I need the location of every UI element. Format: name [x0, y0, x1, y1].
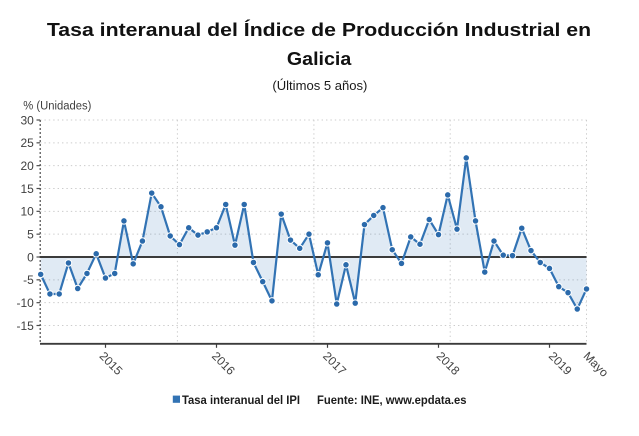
svg-text:Tasa interanual del Índice de: Tasa interanual del Índice de Producción… [47, 19, 591, 40]
svg-text:0: 0 [27, 250, 34, 264]
svg-text:Fuente: INE, www.epdata.es: Fuente: INE, www.epdata.es [317, 393, 467, 407]
svg-text:(Últimos 5 años): (Últimos 5 años) [272, 78, 367, 93]
svg-text:10: 10 [20, 205, 34, 219]
svg-text:-10: -10 [16, 296, 34, 310]
svg-text:25: 25 [20, 136, 34, 150]
svg-text:5: 5 [27, 227, 34, 241]
svg-text:% (Unidades): % (Unidades) [23, 101, 91, 113]
svg-text:-15: -15 [16, 319, 34, 333]
svg-text:Galicia: Galicia [287, 48, 352, 69]
svg-text:15: 15 [20, 182, 34, 196]
svg-text:20: 20 [20, 159, 34, 173]
svg-text:-5: -5 [23, 273, 34, 287]
svg-text:Tasa interanual del IPI: Tasa interanual del IPI [182, 393, 300, 407]
svg-text:30: 30 [20, 113, 34, 127]
